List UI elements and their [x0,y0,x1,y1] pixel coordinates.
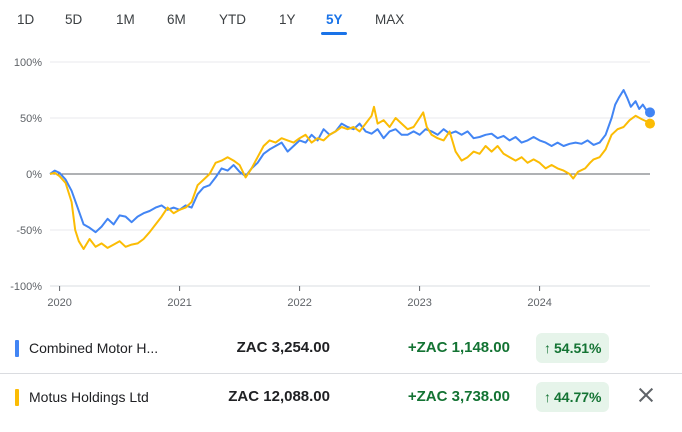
tab-max[interactable]: MAX [375,12,405,27]
chart-grid [50,61,650,287]
y-tick-label: 50% [20,113,42,125]
comparison-row-motus[interactable]: Motus Holdings Ltd ZAC 12,088.00 +ZAC 3,… [0,374,682,420]
tab-ytd[interactable]: YTD [219,12,246,27]
x-tick-label: 2021 [167,297,191,309]
y-tick-label: 100% [14,57,42,69]
x-tick-label: 2024 [527,297,551,309]
percent-change-badge: ↑ 44.77% [536,382,610,412]
price-value: ZAC 12,088.00 [228,388,330,405]
change-value: +ZAC 3,738.00 [407,388,510,405]
series-line-motus [49,105,651,250]
price-value: ZAC 3,254.00 [236,339,330,356]
y-axis-labels: 100% 50% 0% -50% -100% [10,57,42,293]
arrow-up-icon: ↑ [544,340,551,356]
comparison-row-combined-motor[interactable]: Combined Motor H... ZAC 3,254.00 +ZAC 1,… [0,325,682,371]
series-color-marker [15,340,19,357]
series-color-marker [15,389,19,406]
tab-1y[interactable]: 1Y [279,12,296,27]
tab-1m[interactable]: 1M [116,12,135,27]
row-divider [0,373,682,374]
x-tick-label: 2023 [407,297,431,309]
arrow-up-icon: ↑ [544,389,551,405]
change-value: +ZAC 1,148.00 [407,339,510,356]
tab-6m[interactable]: 6M [167,12,186,27]
y-tick-label: -50% [16,225,42,237]
series-end-dot [645,118,655,129]
tab-1d[interactable]: 1D [17,12,35,27]
remove-comparison-close-icon[interactable] [636,385,656,405]
company-name: Motus Holdings Ltd [29,389,149,405]
y-tick-label: -100% [10,281,42,293]
company-name: Combined Motor H... [29,340,159,356]
tab-5y[interactable]: 5Y [326,12,343,27]
x-tick-label: 2022 [287,297,311,309]
y-tick-label: 0% [26,169,42,181]
x-tick-label: 2020 [47,297,71,309]
range-tabs: 1D 5D 1M 6M YTD 1Y 5Y MAX [0,0,682,40]
series-end-dot [645,107,655,118]
percent-value: 54.51% [554,340,602,356]
percent-change-badge: ↑ 54.51% [536,333,610,363]
x-axis: 2020 2021 2022 2023 2024 [47,285,650,309]
active-tab-indicator [321,32,347,35]
chart-series [49,89,655,250]
comparison-chart: 100% 50% 0% -50% -100% 2020 2021 2022 2023 2024 [10,57,655,309]
tab-5d[interactable]: 5D [65,12,83,27]
percent-value: 44.77% [554,389,602,405]
series-line-combined-motor [49,89,651,234]
